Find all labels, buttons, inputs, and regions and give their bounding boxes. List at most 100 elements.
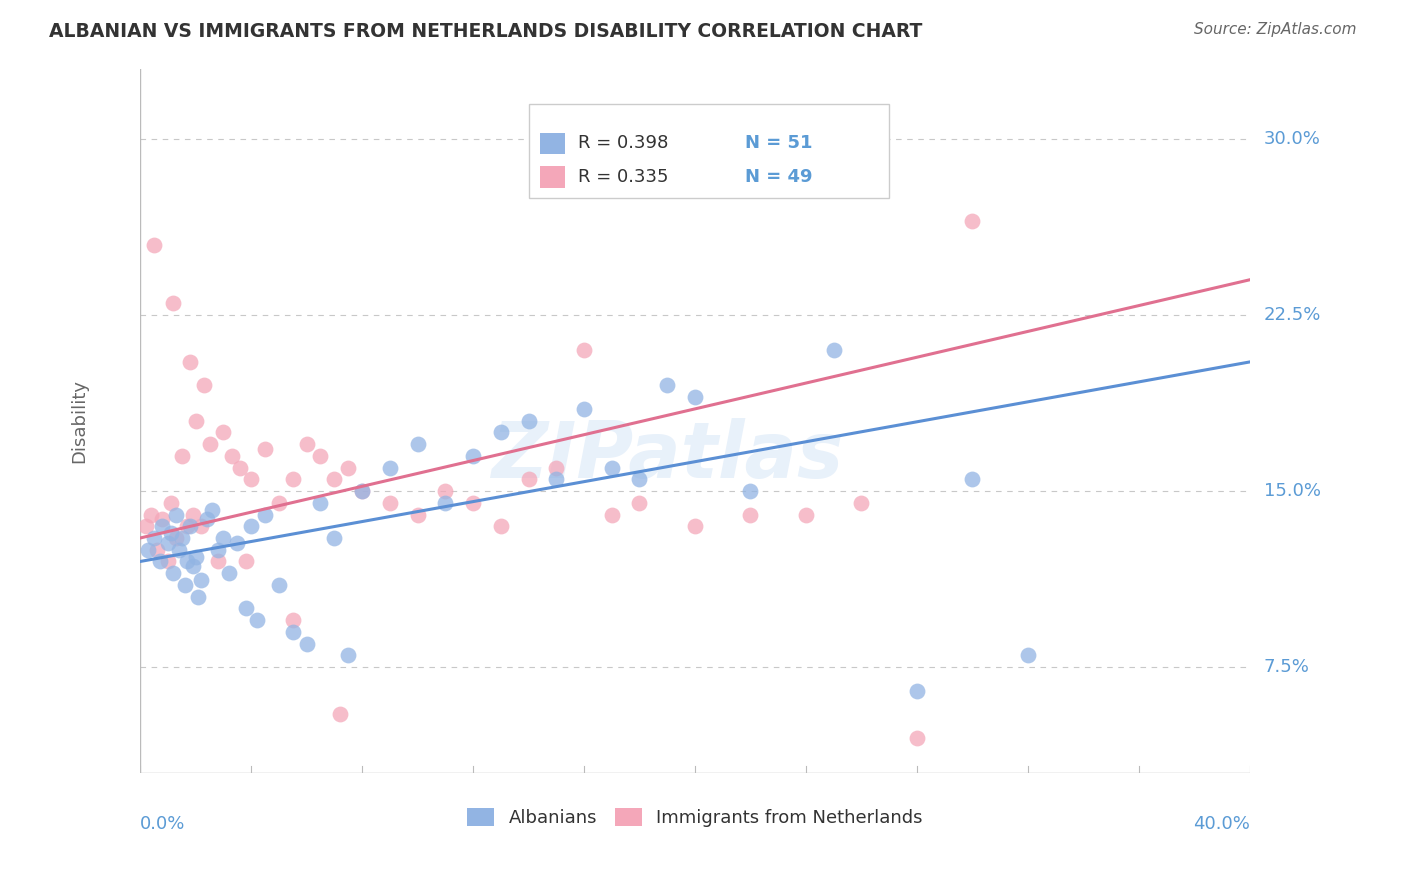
Text: ALBANIAN VS IMMIGRANTS FROM NETHERLANDS DISABILITY CORRELATION CHART: ALBANIAN VS IMMIGRANTS FROM NETHERLANDS … bbox=[49, 22, 922, 41]
Point bbox=[150, 512, 173, 526]
Point bbox=[229, 460, 252, 475]
Point bbox=[600, 508, 623, 522]
Point bbox=[176, 554, 198, 568]
Point bbox=[281, 472, 304, 486]
Point bbox=[150, 519, 173, 533]
Point bbox=[434, 496, 457, 510]
Point bbox=[489, 519, 512, 533]
Point bbox=[146, 542, 169, 557]
Point bbox=[295, 637, 318, 651]
Point bbox=[207, 554, 229, 568]
Point bbox=[572, 343, 595, 358]
Point bbox=[628, 496, 651, 510]
Point bbox=[905, 731, 928, 745]
Text: N = 51: N = 51 bbox=[745, 134, 813, 153]
Point bbox=[156, 535, 179, 549]
Point bbox=[165, 508, 187, 522]
Point bbox=[683, 519, 706, 533]
Point bbox=[740, 508, 762, 522]
Point bbox=[309, 496, 332, 510]
FancyBboxPatch shape bbox=[529, 103, 889, 198]
Point bbox=[461, 449, 484, 463]
Point bbox=[962, 472, 984, 486]
Point bbox=[434, 484, 457, 499]
Point bbox=[221, 449, 243, 463]
Point bbox=[246, 613, 269, 627]
Text: R = 0.335: R = 0.335 bbox=[578, 168, 669, 186]
Point bbox=[165, 531, 187, 545]
Point bbox=[281, 613, 304, 627]
Point bbox=[489, 425, 512, 440]
Text: ZIPatlas: ZIPatlas bbox=[491, 417, 844, 494]
Point bbox=[170, 449, 193, 463]
Point bbox=[378, 460, 401, 475]
Point bbox=[253, 442, 276, 456]
Point bbox=[657, 378, 679, 392]
Point bbox=[138, 542, 160, 557]
Text: 7.5%: 7.5% bbox=[1264, 658, 1309, 676]
Point bbox=[253, 508, 276, 522]
Point bbox=[378, 496, 401, 510]
Text: 22.5%: 22.5% bbox=[1264, 306, 1322, 324]
Point bbox=[141, 508, 163, 522]
Bar bbox=[540, 167, 565, 187]
Point bbox=[600, 460, 623, 475]
Text: 40.0%: 40.0% bbox=[1192, 815, 1250, 833]
Point bbox=[267, 496, 290, 510]
Point bbox=[201, 503, 224, 517]
Point bbox=[193, 378, 215, 392]
Text: 30.0%: 30.0% bbox=[1264, 130, 1320, 148]
Point bbox=[170, 531, 193, 545]
Text: Source: ZipAtlas.com: Source: ZipAtlas.com bbox=[1194, 22, 1357, 37]
Point bbox=[207, 542, 229, 557]
Point bbox=[1017, 648, 1039, 663]
Point bbox=[156, 554, 179, 568]
Point bbox=[352, 484, 374, 499]
Point bbox=[517, 472, 540, 486]
Point bbox=[179, 355, 201, 369]
Point bbox=[187, 590, 209, 604]
Point bbox=[905, 683, 928, 698]
Point bbox=[406, 508, 429, 522]
Point bbox=[212, 531, 235, 545]
Point bbox=[162, 296, 184, 310]
Point bbox=[240, 519, 263, 533]
Text: N = 49: N = 49 bbox=[745, 168, 813, 186]
Point bbox=[683, 390, 706, 404]
Point bbox=[184, 414, 207, 428]
Point bbox=[823, 343, 845, 358]
Point bbox=[143, 237, 166, 252]
Point bbox=[176, 519, 198, 533]
Text: R = 0.398: R = 0.398 bbox=[578, 134, 669, 153]
Point bbox=[159, 496, 181, 510]
Point bbox=[181, 508, 204, 522]
Point bbox=[740, 484, 762, 499]
Point bbox=[546, 472, 568, 486]
Point bbox=[546, 460, 568, 475]
Point bbox=[173, 578, 195, 592]
Point bbox=[323, 531, 346, 545]
Point bbox=[962, 214, 984, 228]
Point bbox=[195, 512, 218, 526]
Point bbox=[212, 425, 235, 440]
Point bbox=[309, 449, 332, 463]
Point bbox=[218, 566, 240, 581]
Point bbox=[184, 549, 207, 564]
Point bbox=[851, 496, 873, 510]
Point bbox=[135, 519, 157, 533]
Point bbox=[323, 472, 346, 486]
Point bbox=[167, 542, 190, 557]
Point bbox=[179, 519, 201, 533]
Point bbox=[628, 472, 651, 486]
Point bbox=[226, 535, 249, 549]
Point bbox=[149, 554, 172, 568]
Point bbox=[235, 601, 257, 615]
Point bbox=[159, 526, 181, 541]
Point bbox=[198, 437, 221, 451]
Text: Disability: Disability bbox=[70, 378, 89, 463]
Point bbox=[181, 559, 204, 574]
Point bbox=[190, 519, 212, 533]
Text: 0.0%: 0.0% bbox=[141, 815, 186, 833]
Point bbox=[295, 437, 318, 451]
Bar bbox=[540, 133, 565, 153]
